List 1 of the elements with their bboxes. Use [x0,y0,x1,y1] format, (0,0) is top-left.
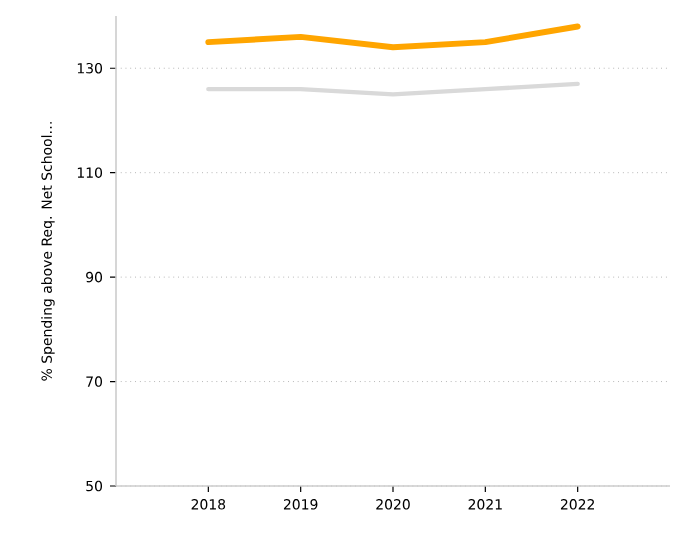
line-series [205,23,581,51]
